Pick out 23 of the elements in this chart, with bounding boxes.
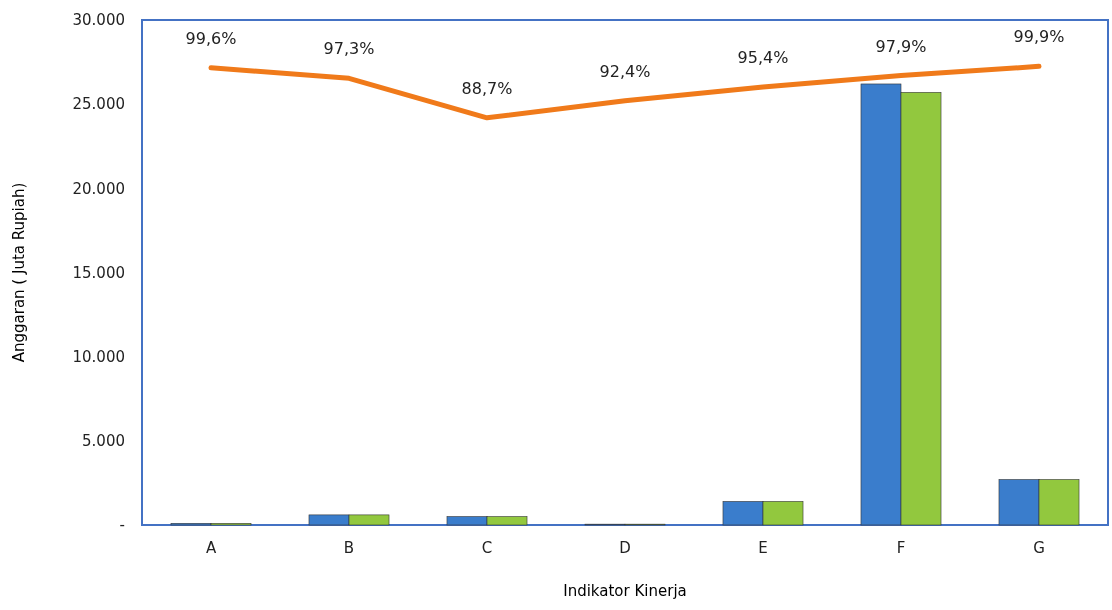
data-label: 99,9% bbox=[1013, 27, 1065, 47]
x-tick-label: B bbox=[343, 538, 355, 557]
y-tick-label: 25.000 bbox=[72, 95, 125, 114]
data-label: 97,9% bbox=[875, 36, 927, 56]
y-tick-label: 5.000 bbox=[82, 432, 125, 451]
y-tick-label: 20.000 bbox=[72, 179, 125, 198]
data-label: 99,6% bbox=[185, 28, 237, 48]
y-axis-title: Anggaran ( Juta Rupiah) bbox=[10, 182, 28, 363]
x-tick-label: E bbox=[758, 538, 768, 557]
data-label: 92,4% bbox=[599, 61, 651, 81]
y-tick-label: - bbox=[119, 516, 125, 535]
x-tick-label: D bbox=[619, 538, 631, 557]
x-axis-title: Indikator Kinerja bbox=[563, 582, 687, 600]
data-label: 95,4% bbox=[737, 48, 789, 68]
data-label: 88,7% bbox=[461, 78, 513, 98]
x-tick-label: A bbox=[205, 538, 217, 557]
y-tick-label: 15.000 bbox=[72, 263, 125, 282]
x-tick-label: F bbox=[896, 538, 906, 557]
y-tick-label: 10.000 bbox=[72, 347, 125, 366]
y-tick-label: 30.000 bbox=[72, 11, 125, 30]
data-label: 97,3% bbox=[323, 39, 375, 59]
x-tick-label: C bbox=[481, 538, 493, 557]
x-tick-label: G bbox=[1033, 538, 1045, 557]
